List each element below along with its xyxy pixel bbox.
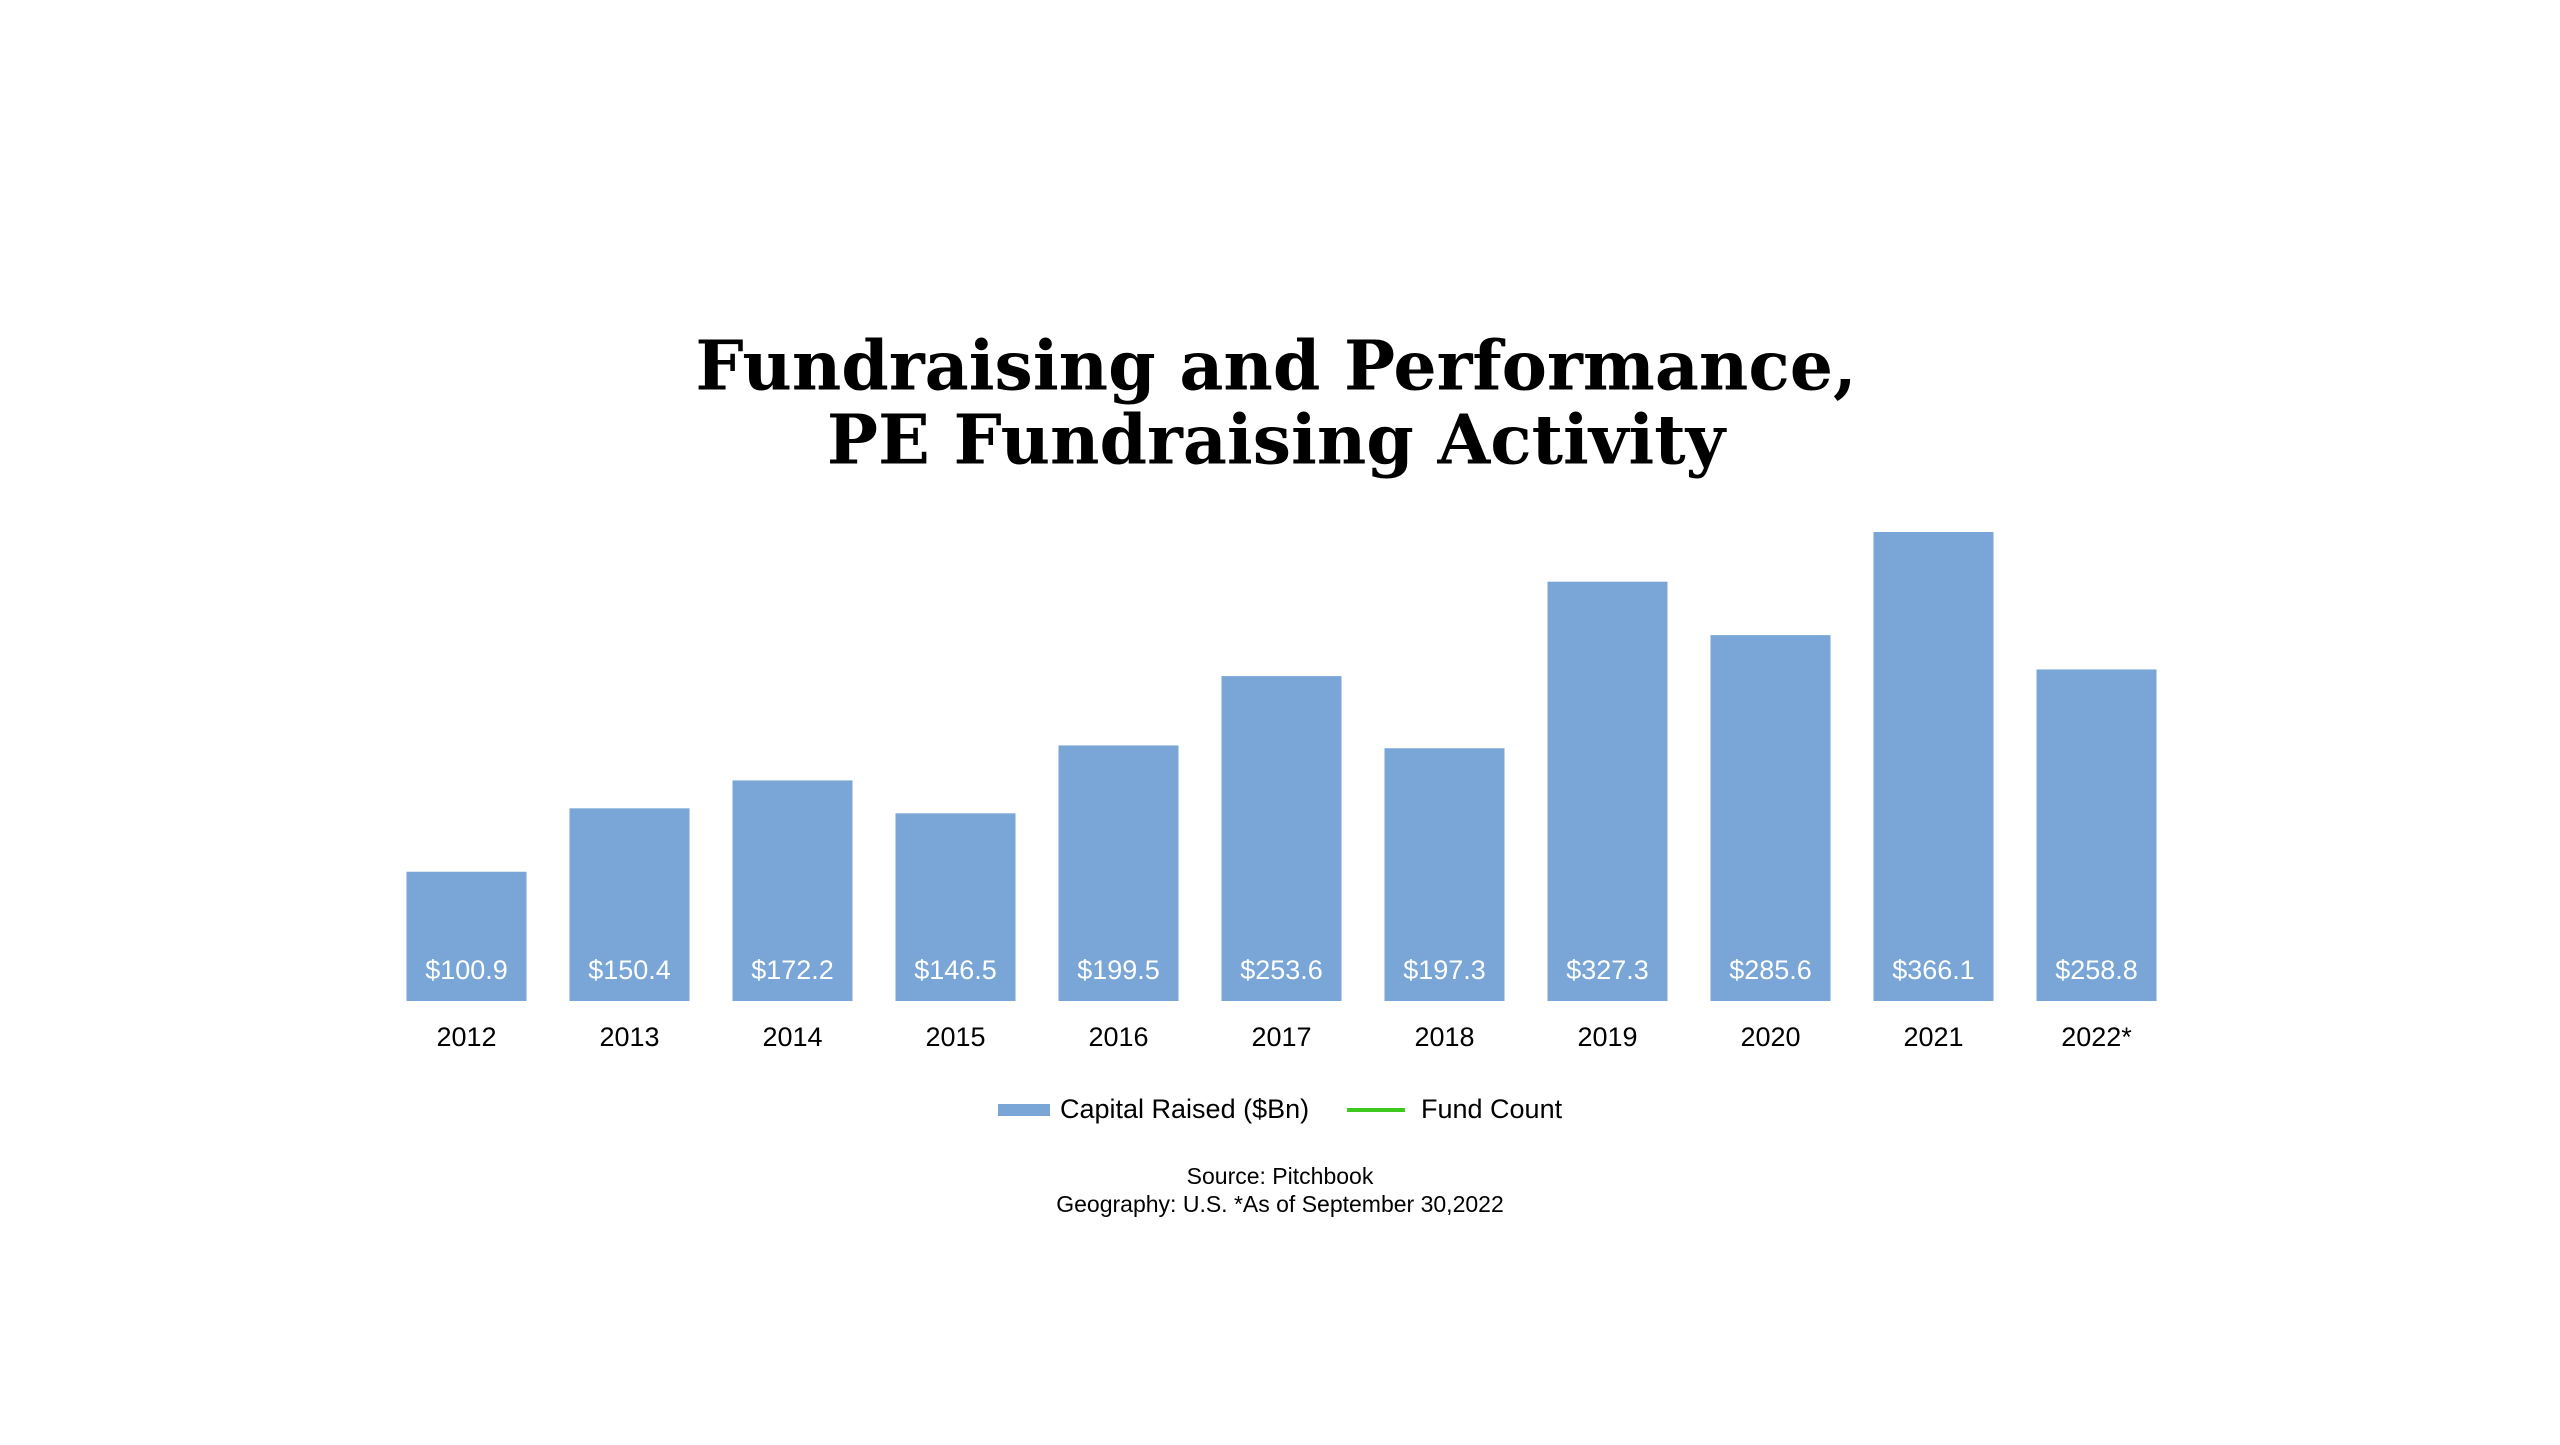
legend-label: Fund Count: [1421, 1094, 1563, 1124]
value-label: $258.8: [2055, 955, 2138, 985]
legend-swatch: [998, 1104, 1050, 1116]
value-label: $172.2: [751, 955, 834, 985]
legend-label: Capital Raised ($Bn): [1060, 1094, 1309, 1124]
bar: [2036, 669, 2157, 1001]
bar: [1384, 748, 1505, 1001]
x-tick-label: 2021: [1903, 1022, 1963, 1052]
bar: [1221, 676, 1342, 1001]
bar: [569, 808, 690, 1001]
value-label: $146.5: [914, 955, 997, 985]
x-tick-label: 2019: [1577, 1022, 1637, 1052]
bar: [1710, 635, 1831, 1001]
value-label: $199.5: [1077, 955, 1160, 985]
source: Source: Pitchbook: [1187, 1163, 1374, 1189]
value-label: $253.6: [1240, 955, 1323, 985]
x-tick-label: 2014: [762, 1022, 822, 1052]
value-label: $100.9: [425, 955, 508, 985]
value-label: $150.4: [588, 955, 671, 985]
bar: [895, 813, 1016, 1001]
x-tick-label: 2020: [1740, 1022, 1800, 1052]
x-tick-label: 2012: [436, 1022, 496, 1052]
x-tick-label: 2018: [1414, 1022, 1474, 1052]
value-label: $327.3: [1566, 955, 1649, 985]
x-tick-label: 2016: [1088, 1022, 1148, 1052]
note: Geography: U.S. *As of September 30,2022: [1056, 1191, 1504, 1217]
value-label: $366.1: [1892, 955, 1975, 985]
bar: [732, 780, 853, 1001]
chart-title: PE Fundraising Activity: [827, 401, 1728, 481]
bar: [1873, 532, 1994, 1001]
x-tick-label: 2022*: [2061, 1022, 2132, 1052]
value-label: $197.3: [1403, 955, 1486, 985]
x-tick-label: 2013: [599, 1022, 659, 1052]
x-tick-label: 2015: [925, 1022, 985, 1052]
chart-title: Fundraising and Performance,: [695, 327, 1856, 407]
bar: [406, 871, 527, 1001]
bar: [1058, 745, 1179, 1001]
x-tick-label: 2017: [1251, 1022, 1311, 1052]
bar: [1547, 581, 1668, 1001]
value-label: $285.6: [1729, 955, 1812, 985]
